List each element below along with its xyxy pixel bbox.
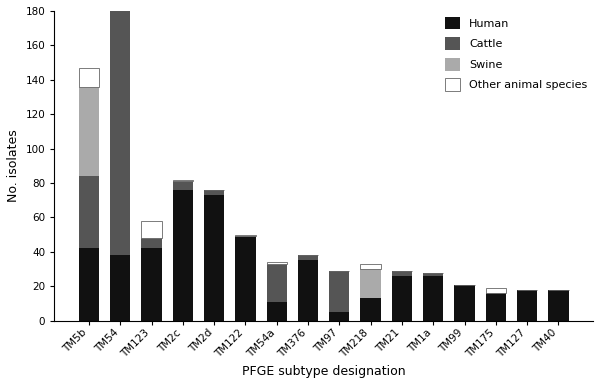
Bar — [266, 262, 287, 264]
Bar — [173, 190, 193, 321]
Bar — [142, 248, 162, 321]
Bar — [361, 298, 381, 321]
Bar — [485, 293, 506, 321]
Bar — [329, 312, 349, 321]
Bar — [173, 181, 193, 190]
Bar — [361, 264, 381, 269]
Bar — [204, 190, 224, 195]
Bar — [517, 290, 537, 321]
Bar — [329, 271, 349, 312]
Legend: Human, Cattle, Swine, Other animal species: Human, Cattle, Swine, Other animal speci… — [445, 17, 587, 91]
Bar — [142, 221, 162, 238]
Bar — [110, 0, 130, 255]
Bar — [110, 255, 130, 321]
X-axis label: PFGE subtype designation: PFGE subtype designation — [242, 365, 406, 378]
Bar — [173, 180, 193, 181]
Bar — [266, 264, 287, 302]
Bar — [235, 236, 256, 321]
Bar — [266, 302, 287, 321]
Y-axis label: No. isolates: No. isolates — [7, 129, 20, 202]
Bar — [79, 248, 99, 321]
Bar — [485, 288, 506, 293]
Bar — [79, 176, 99, 248]
Bar — [298, 261, 318, 321]
Bar — [454, 285, 475, 321]
Bar — [423, 276, 443, 321]
Bar — [142, 238, 162, 248]
Bar — [423, 273, 443, 276]
Bar — [204, 195, 224, 321]
Bar — [235, 235, 256, 236]
Bar — [361, 269, 381, 298]
Bar — [298, 255, 318, 261]
Bar — [392, 271, 412, 276]
Bar — [79, 87, 99, 176]
Bar — [79, 68, 99, 87]
Bar — [392, 276, 412, 321]
Bar — [548, 290, 569, 321]
